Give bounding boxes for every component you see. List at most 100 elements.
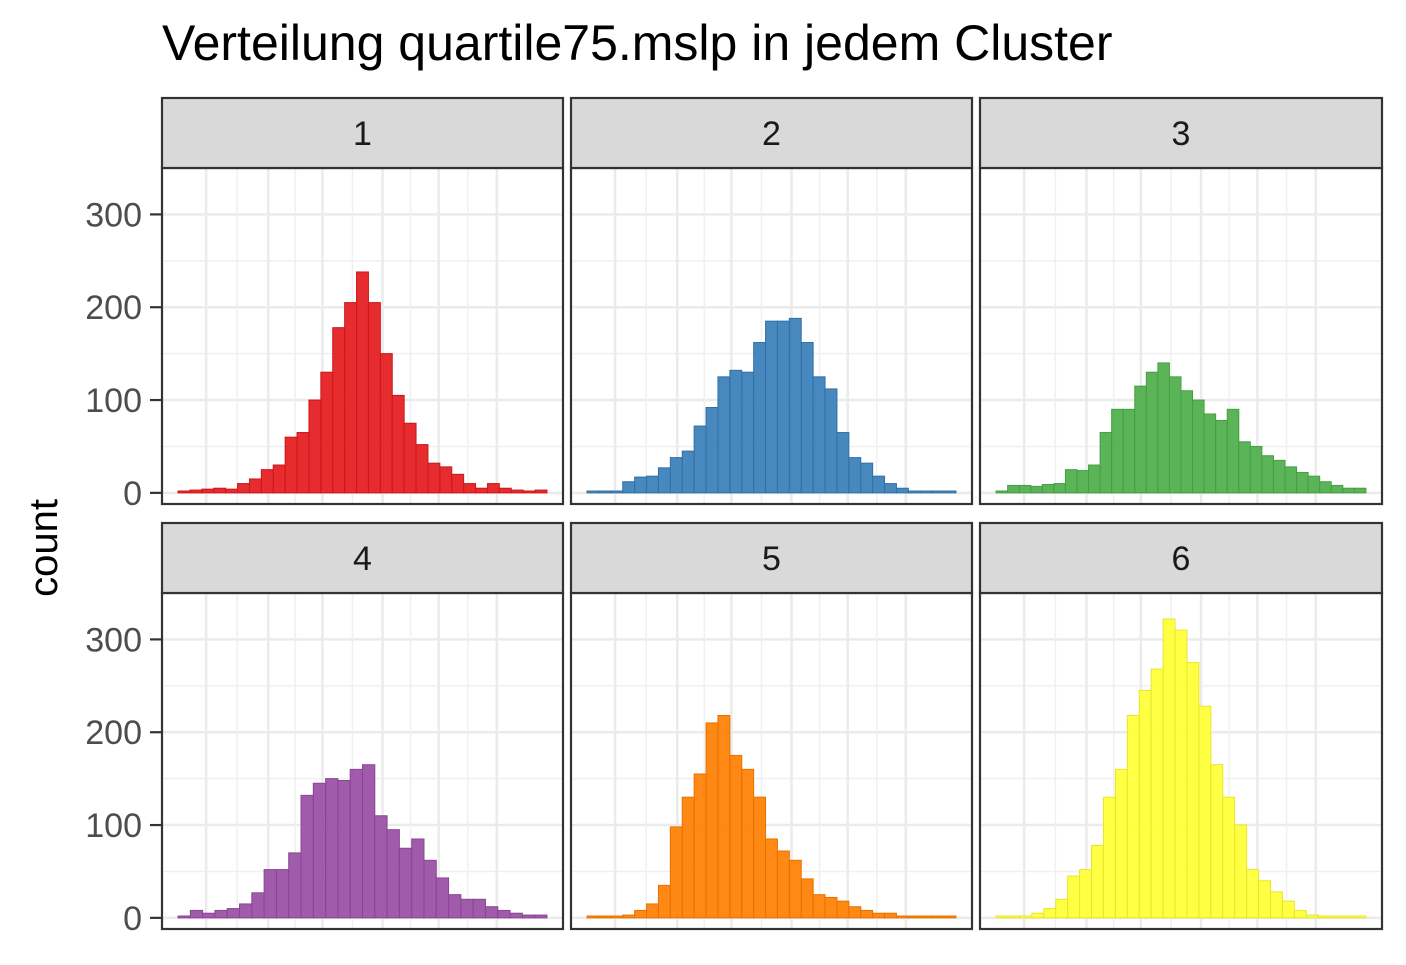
histogram-bar [423, 859, 437, 919]
histogram-bar [374, 815, 388, 919]
histogram-bar [995, 490, 1009, 494]
histogram-bar [1111, 408, 1124, 494]
histogram-bar [1305, 914, 1319, 919]
histogram-bar [386, 829, 400, 919]
histogram-bar [1064, 469, 1078, 494]
histogram-bar [320, 371, 334, 494]
histogram-bar [1180, 390, 1194, 494]
histogram-bar [177, 490, 191, 494]
histogram-bar [860, 462, 874, 494]
histogram-bar [1043, 908, 1057, 919]
histogram-bar [1222, 796, 1236, 919]
histogram-bar [534, 489, 548, 494]
histogram-bar [534, 914, 548, 919]
histogram-bar [498, 487, 512, 494]
histogram-bar [681, 450, 695, 494]
histogram-bar [1122, 408, 1136, 494]
histogram-bar [1192, 399, 1205, 494]
facet-label: 5 [762, 540, 781, 578]
histogram-bar [681, 796, 695, 919]
histogram-bar [717, 715, 731, 919]
histogram-bar [1353, 487, 1367, 494]
histogram-bar [669, 457, 683, 494]
histogram-bar [1088, 464, 1101, 494]
histogram-bar [1145, 371, 1159, 494]
histogram-bar [943, 490, 957, 494]
histogram-bar [1246, 869, 1260, 919]
histogram-bar [931, 490, 945, 494]
histogram-bar [907, 915, 921, 919]
histogram-bar [1007, 484, 1020, 494]
histogram-bar [1031, 912, 1045, 919]
histogram-bar [411, 838, 425, 919]
histogram-bar [907, 490, 921, 494]
histogram-bar [1258, 880, 1271, 919]
y-axis-title: count [22, 499, 66, 597]
histogram-bar [705, 722, 719, 919]
histogram-bar [356, 271, 369, 494]
facet-label: 6 [1172, 540, 1191, 578]
histogram-bar [1353, 915, 1367, 919]
histogram-bar [995, 915, 1009, 919]
histogram-bar [646, 903, 659, 919]
histogram-bar [300, 794, 314, 919]
histogram-bar [1234, 824, 1248, 919]
histogram-bar [214, 909, 228, 919]
histogram-bar [202, 912, 216, 919]
y-tick-label: 0 [123, 475, 142, 513]
histogram-bar [225, 488, 239, 494]
histogram-bar [729, 754, 743, 919]
histogram-bar [812, 376, 826, 494]
histogram-bar [439, 466, 453, 494]
histogram-bar [332, 327, 346, 494]
histogram-bar [201, 488, 215, 494]
histogram-bar [308, 399, 322, 494]
y-tick-label: 0 [123, 900, 142, 938]
facet-strip [569, 96, 974, 170]
histogram-bar [260, 469, 274, 494]
histogram-bar [765, 320, 778, 494]
histogram-bar [398, 847, 413, 919]
histogram-bar [296, 432, 310, 494]
facet-strip [569, 521, 974, 595]
histogram-bar [1019, 915, 1033, 919]
histogram-bar [836, 900, 850, 919]
histogram-bar [379, 353, 393, 494]
histogram-bar [1067, 875, 1081, 919]
histogram-bar [776, 850, 790, 919]
histogram-bar [1126, 715, 1140, 919]
histogram-bar [272, 464, 286, 494]
facet-label: 2 [762, 115, 781, 153]
facet-strip [160, 521, 565, 595]
histogram-bar [943, 915, 957, 919]
histogram-bar [237, 483, 250, 494]
histogram-bar [312, 782, 327, 919]
histogram-bar [872, 475, 886, 494]
histogram-bar [657, 884, 671, 919]
histogram-bar [622, 481, 636, 494]
histogram-bar [1102, 796, 1116, 919]
chart-title: Verteilung quartile75.mslp in jedem Clus… [162, 15, 1113, 71]
facet-label: 4 [353, 540, 372, 578]
histogram-bar [189, 909, 204, 919]
histogram-bar [895, 915, 909, 919]
histogram-bar [1134, 385, 1147, 494]
histogram-bar [1055, 898, 1069, 919]
histogram-bar [213, 487, 227, 494]
histogram-bar [263, 869, 277, 919]
histogram-bar [657, 467, 671, 494]
histogram-bar [463, 483, 477, 494]
histogram-bar [622, 914, 636, 919]
histogram-bar [884, 912, 897, 919]
histogram-bar [1041, 484, 1055, 494]
histogram-bar [586, 915, 600, 919]
histogram-bar [522, 490, 536, 494]
histogram-bar [1162, 618, 1176, 919]
histogram-bar [634, 476, 648, 494]
histogram-bar [1296, 471, 1309, 494]
histogram-bar [824, 896, 838, 919]
histogram-bar [435, 877, 450, 919]
histogram-bar [1215, 419, 1228, 494]
histogram-bar [349, 768, 364, 919]
